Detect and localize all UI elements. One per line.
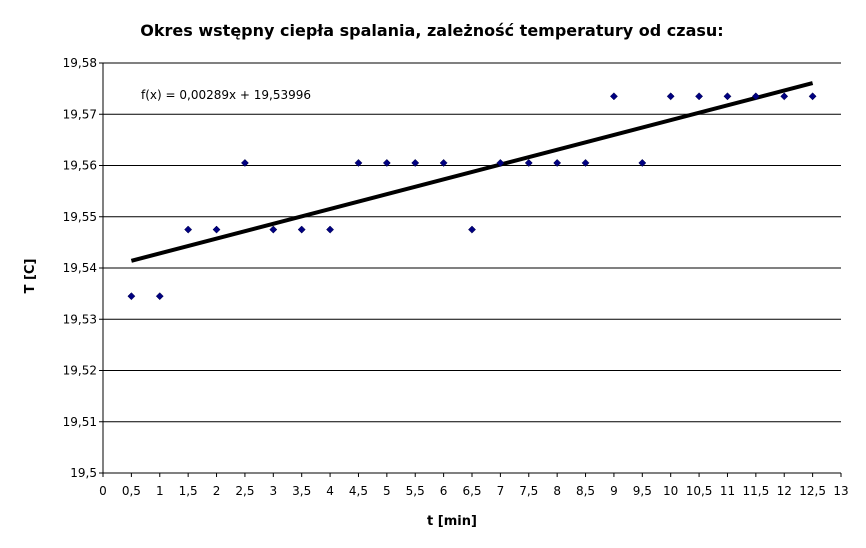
trendline-group: [130, 81, 814, 263]
data-point: [496, 158, 505, 167]
x-tick-label: 12,5: [799, 484, 826, 498]
data-point: [127, 292, 136, 301]
y-tick-label: 19,54: [63, 261, 97, 275]
y-tick-label: 19,52: [63, 364, 97, 378]
x-tick-label: 3,5: [292, 484, 311, 498]
data-point: [666, 92, 675, 101]
x-tick-label: 13: [833, 484, 848, 498]
x-tick-label: 11: [720, 484, 735, 498]
x-tick-label: 6: [440, 484, 448, 498]
x-tick-label: 10,5: [686, 484, 713, 498]
x-tick-label: 1: [156, 484, 164, 498]
y-tick-label: 19,51: [63, 415, 97, 429]
x-tick-label: 5,5: [406, 484, 425, 498]
data-point: [212, 225, 221, 234]
trendline-equation: f(x) = 0,00289x + 19,53996: [141, 88, 311, 102]
chart-title: Okres wstępny ciepła spalania, zależność…: [140, 21, 723, 40]
data-point: [780, 92, 789, 101]
data-point: [240, 158, 249, 167]
data-point: [468, 225, 476, 234]
y-tick-label: 19,53: [63, 312, 97, 326]
data-point: [382, 158, 391, 167]
x-tick-label: 5: [383, 484, 391, 498]
data-point: [326, 225, 335, 234]
data-point: [609, 92, 618, 101]
data-point: [638, 158, 647, 167]
x-axis-label: t [min]: [427, 514, 477, 529]
data-point: [553, 158, 562, 167]
data-point: [155, 292, 164, 301]
x-tick-label: 2,5: [235, 484, 254, 498]
x-tick-label: 7,5: [519, 484, 538, 498]
x-tick-label: 12: [777, 484, 792, 498]
y-axis-label: T [C]: [23, 259, 38, 294]
x-tick-label: 10: [663, 484, 678, 498]
data-point: [354, 158, 363, 167]
x-tick-label: 8,5: [576, 484, 595, 498]
x-tick-label: 7: [497, 484, 505, 498]
x-tick-label: 9: [610, 484, 618, 498]
data-points: [127, 92, 817, 301]
y-tick-labels: 19,5 19,51 19,52 19,53 19,54 19,55 19,56 19,57 1…: [63, 56, 97, 480]
data-point: [808, 92, 817, 101]
data-point: [411, 158, 420, 167]
x-tick-label: 8: [553, 484, 561, 498]
x-tick-label: 2: [213, 484, 221, 498]
x-tick-label: 3: [269, 484, 277, 498]
x-tick-label: 6,5: [462, 484, 481, 498]
x-tick-label: 9,5: [633, 484, 652, 498]
grid-lines: [103, 62, 841, 423]
data-point: [439, 158, 448, 167]
data-point: [297, 225, 306, 234]
y-tick-label: 19,57: [63, 107, 97, 121]
data-point: [581, 158, 590, 167]
axes: [99, 62, 842, 477]
x-tick-labels: 0 0,5 1 1,5 2 2,5 3 3,5 4 4,5 5 5,5 6 6,5 7 7,5 8 8,5 9 9,5…: [99, 484, 848, 498]
x-tick-label: 1,5: [179, 484, 198, 498]
data-point: [723, 92, 732, 101]
data-point: [695, 92, 704, 101]
y-tick-label: 19,58: [63, 56, 97, 70]
data-point: [524, 158, 533, 167]
x-tick-label: 0: [99, 484, 107, 498]
data-point: [751, 92, 760, 101]
y-tick-label: 19,55: [63, 210, 97, 224]
x-tick-label: 4: [326, 484, 334, 498]
x-tick-label: 11,5: [742, 484, 769, 498]
data-point: [269, 225, 278, 234]
x-tick-label: 4,5: [349, 484, 368, 498]
x-tick-label: 0,5: [122, 484, 141, 498]
trendline: [130, 81, 814, 263]
y-tick-label: 19,5: [70, 466, 97, 480]
data-point: [184, 225, 193, 234]
y-tick-label: 19,56: [63, 159, 97, 173]
